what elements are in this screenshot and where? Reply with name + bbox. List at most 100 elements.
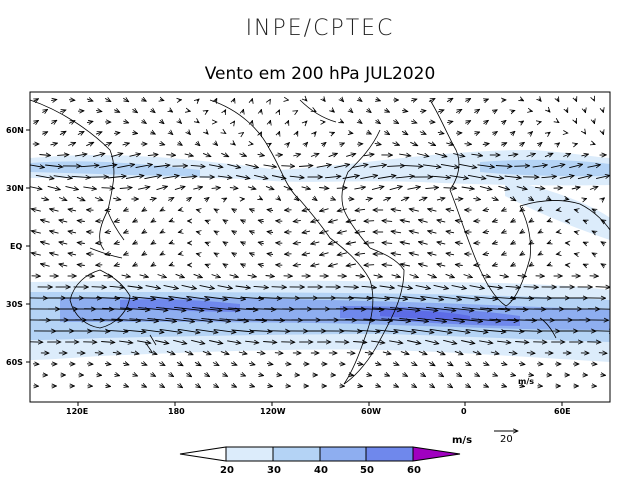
wind-arrow: [548, 132, 550, 134]
wind-arrow: [520, 209, 524, 212]
wind-arrow: [437, 220, 446, 222]
wind-arrow: [190, 165, 205, 166]
wind-arrow: [453, 154, 465, 157]
wind-arrow: [591, 331, 610, 332]
wind-arrow: [31, 253, 41, 255]
wind-arrow: [104, 364, 111, 365]
colorbar-low-extend: [179, 446, 227, 462]
wind-arrow: [205, 198, 209, 201]
wind-arrow: [59, 264, 68, 266]
wind-arrow: [53, 176, 73, 179]
wind-arrow: [410, 121, 417, 123]
wind-arrow: [511, 264, 516, 267]
wind-arrow: [529, 197, 534, 200]
wind-arrow: [328, 264, 338, 267]
wind-arrow: [418, 197, 427, 200]
wind-arrow: [119, 188, 132, 189]
wind-arrow: [391, 275, 401, 277]
wind-arrow: [59, 110, 66, 112]
wind-arrow: [293, 154, 300, 156]
wind-arrow: [425, 187, 438, 188]
wind-arrow: [30, 187, 42, 190]
wind-arrow: [123, 385, 128, 387]
wind-arrow: [548, 110, 550, 112]
wind-arrow: [227, 341, 241, 343]
wind-arrow: [178, 232, 181, 233]
wind-arrow: [417, 317, 446, 321]
colorbar-bin: [365, 446, 414, 462]
wind-arrow: [393, 329, 416, 333]
wind-arrow: [50, 231, 59, 233]
wind-arrow: [529, 220, 533, 222]
wind-arrow: [252, 99, 253, 102]
wind-arrow: [461, 187, 475, 189]
wind-arrow: [144, 175, 161, 180]
wind-arrow: [91, 287, 107, 288]
wind-arrow: [384, 110, 389, 112]
wind-arrow: [539, 122, 541, 123]
wind-arrow: [520, 99, 523, 101]
wind-arrow: [366, 297, 389, 299]
wind-arrow: [105, 386, 110, 387]
wind-arrow: [437, 132, 444, 133]
wind-arrow: [252, 121, 253, 124]
wind-arrow: [217, 286, 233, 289]
wind-arrow: [179, 121, 182, 124]
wind-arrow: [302, 253, 311, 255]
wind-arrow: [42, 132, 47, 135]
wind-arrow: [369, 165, 387, 167]
wind-arrow: [438, 295, 461, 299]
wind-arrow: [94, 198, 103, 201]
wind-arrow: [392, 143, 400, 146]
wind-arrow: [96, 298, 119, 299]
wind-arrow: [111, 319, 140, 321]
wind-arrow: [502, 253, 507, 255]
wind-arrow: [191, 339, 205, 343]
wind-arrow: [391, 209, 402, 211]
wind-arrow: [269, 143, 271, 144]
wind-arrow: [92, 153, 105, 156]
wind-arrow: [202, 351, 211, 354]
wind-arrow: [484, 99, 489, 101]
wind-arrow: [454, 351, 463, 354]
wind-arrow: [166, 351, 175, 354]
wind-arrow: [137, 341, 151, 343]
wind-arrow: [132, 133, 137, 134]
wind-arrow: [382, 243, 393, 244]
wind-arrow: [498, 185, 509, 189]
wind-arrow: [355, 209, 366, 210]
wind-vectors: [30, 98, 610, 387]
wind-arrow: [310, 154, 319, 157]
wind-arrow: [114, 242, 120, 244]
wind-arrow: [516, 187, 527, 190]
wind-arrow: [363, 154, 374, 156]
wind-arrow: [482, 144, 489, 145]
wind-arrow: [504, 176, 522, 178]
wind-arrow: [224, 133, 226, 134]
wind-arrow: [363, 319, 392, 321]
wind-arrow: [446, 253, 455, 255]
wind-arrow: [141, 329, 164, 333]
wind-arrow: [364, 265, 375, 266]
wind-arrow: [77, 221, 85, 222]
wind-arrow: [195, 328, 218, 332]
wind-arrow: [336, 309, 366, 310]
wind-arrow: [364, 352, 373, 353]
wind-arrow: [365, 198, 373, 199]
wind-arrow: [356, 364, 363, 365]
reference-vector-value: 20: [500, 434, 513, 445]
wind-arrow: [367, 109, 371, 112]
wind-arrow: [210, 307, 240, 311]
wind-arrow: [492, 374, 497, 376]
wind-arrow: [169, 110, 172, 112]
wind-arrow: [453, 318, 482, 322]
lon-label: 60W: [361, 407, 381, 416]
wind-arrow: [372, 308, 402, 310]
wind-arrow: [569, 164, 582, 169]
wind-arrow: [425, 339, 439, 343]
wind-arrow: [196, 142, 200, 145]
wind-arrow: [497, 341, 511, 343]
wind-arrow: [437, 110, 444, 112]
wind-arrow: [112, 352, 121, 353]
wind-arrow: [84, 309, 114, 310]
